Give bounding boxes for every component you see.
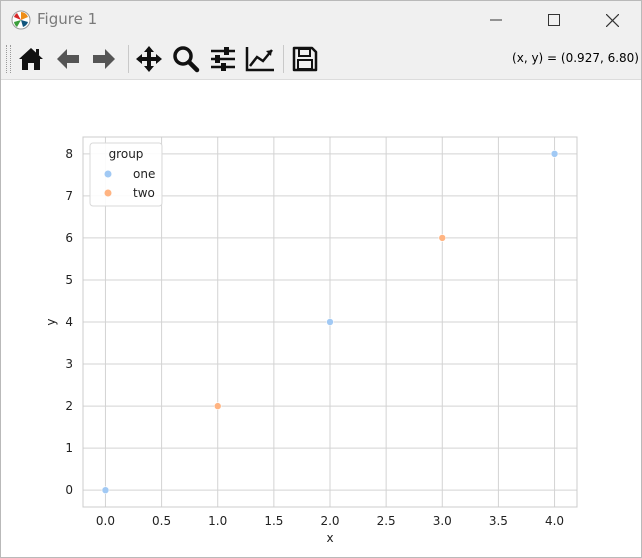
data-point-two xyxy=(213,402,222,410)
legend-entry-one: one xyxy=(133,167,155,181)
x-tick-label: 2.0 xyxy=(320,514,339,528)
maximize-icon xyxy=(548,14,560,26)
tick-labels: 0.0 0.5 1.0 1.5 2.0 2.5 3.0 3.5 4.0 0 1 2 3 4 5 6 7 8 xyxy=(65,147,564,528)
back-button[interactable] xyxy=(52,43,84,75)
legend-marker-two xyxy=(104,189,112,197)
y-axis-label: y xyxy=(44,318,58,325)
forward-button[interactable] xyxy=(88,43,120,75)
y-tick-label: 6 xyxy=(65,231,73,245)
maximize-button[interactable] xyxy=(525,1,583,39)
data-points xyxy=(101,150,559,494)
figure-canvas[interactable]: 0.0 0.5 1.0 1.5 2.0 2.5 3.0 3.5 4.0 0 1 2 3 4 5 6 7 8 x y… xyxy=(1,80,641,557)
back-icon xyxy=(57,49,79,69)
y-tick-label: 1 xyxy=(65,441,73,455)
y-tick-label: 3 xyxy=(65,357,73,371)
toolbar-separator xyxy=(283,45,284,73)
data-point-one xyxy=(101,486,110,494)
toolbar-grip xyxy=(6,45,11,73)
window-title: Figure 1 xyxy=(37,10,98,28)
y-tick-label: 2 xyxy=(65,399,73,413)
x-tick-label: 2.5 xyxy=(377,514,396,528)
x-axis-label: x xyxy=(326,531,333,545)
legend-title: group xyxy=(109,147,144,161)
y-tick-label: 8 xyxy=(65,147,73,161)
forward-icon xyxy=(93,49,115,69)
toolbar-separator xyxy=(128,45,129,73)
zoom-icon xyxy=(173,46,200,73)
home-icon xyxy=(19,48,43,70)
x-tick-label: 0.5 xyxy=(152,514,171,528)
configure-subplots-button[interactable] xyxy=(207,43,239,75)
close-button[interactable] xyxy=(583,1,641,39)
data-point-one xyxy=(550,150,559,158)
minimize-button[interactable] xyxy=(467,1,525,39)
data-point-two xyxy=(438,234,447,242)
x-tick-label: 1.5 xyxy=(264,514,283,528)
y-tick-label: 5 xyxy=(65,273,73,287)
x-tick-label: 3.5 xyxy=(489,514,508,528)
pan-icon xyxy=(136,46,162,72)
y-tick-label: 0 xyxy=(65,483,73,497)
grid xyxy=(83,137,577,507)
title-bar: Figure 1 xyxy=(1,1,641,39)
zoom-button[interactable] xyxy=(170,43,202,75)
legend: group one two xyxy=(89,142,163,207)
y-tick-label: 4 xyxy=(65,315,73,329)
x-tick-label: 0.0 xyxy=(96,514,115,528)
matplotlib-logo-icon xyxy=(11,10,31,30)
configure-icon xyxy=(211,47,235,71)
x-tick-label: 3.0 xyxy=(433,514,452,528)
x-tick-label: 4.0 xyxy=(545,514,564,528)
save-icon xyxy=(292,46,318,72)
minimize-icon xyxy=(490,19,502,21)
scatter-plot: 0.0 0.5 1.0 1.5 2.0 2.5 3.0 3.5 4.0 0 1 2 3 4 5 6 7 8 x y… xyxy=(44,136,578,545)
close-icon xyxy=(605,13,619,27)
edit-axes-button[interactable] xyxy=(244,43,276,75)
home-button[interactable] xyxy=(15,43,47,75)
edit-axes-icon xyxy=(245,47,274,72)
save-button[interactable] xyxy=(289,43,321,75)
legend-entry-two: two xyxy=(133,186,155,200)
cursor-coordinates: (x, y) = (0.927, 6.80) xyxy=(512,51,639,65)
legend-marker-one xyxy=(104,170,112,178)
pan-button[interactable] xyxy=(133,43,165,75)
data-point-one xyxy=(326,318,334,326)
y-tick-label: 7 xyxy=(65,189,73,203)
axes-frame xyxy=(82,136,578,508)
x-tick-label: 1.0 xyxy=(208,514,227,528)
navigation-toolbar: (x, y) = (0.927, 6.80) xyxy=(1,39,641,80)
